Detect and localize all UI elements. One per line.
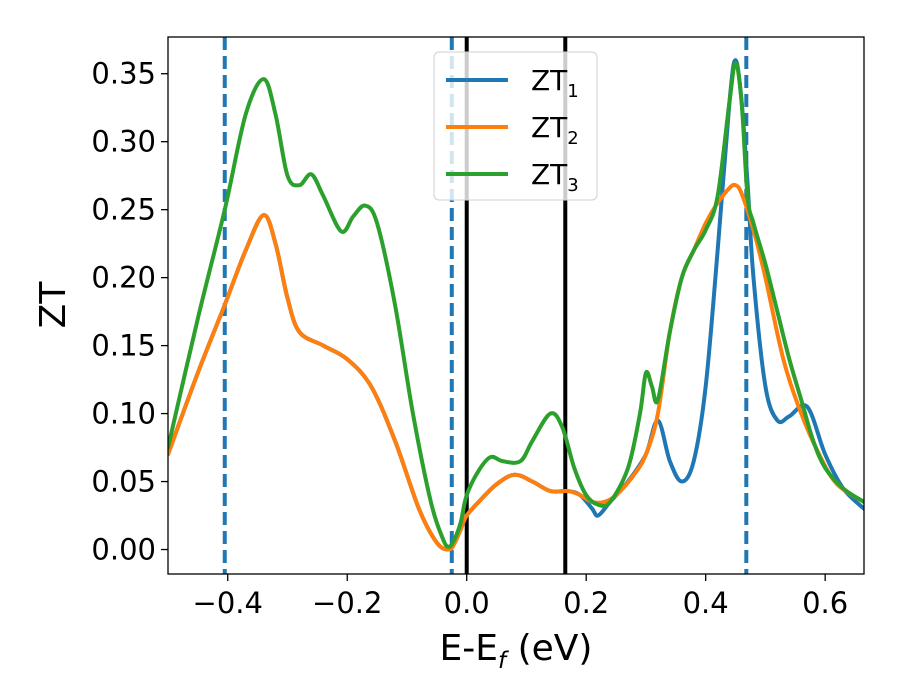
y-axis-ticks: 0.00 0.05 0.10 0.15 0.20 0.25 0.30 0.35 <box>91 57 168 567</box>
x-tick-label: −0.2 <box>312 586 382 620</box>
x-tick-label: 0.4 <box>683 586 729 620</box>
x-tick-label: −0.4 <box>193 586 263 620</box>
x-axis-label-subscript: f <box>498 648 509 674</box>
y-tick-label: 0.35 <box>91 57 156 91</box>
x-tick-label: 0.2 <box>563 586 609 620</box>
y-tick-label: 0.05 <box>91 465 156 499</box>
x-axis-ticks: −0.4 −0.2 0.0 0.2 0.4 0.6 <box>193 574 848 620</box>
plot-frame <box>167 36 865 575</box>
y-axis-label: ZT <box>33 281 74 329</box>
legend-box <box>433 51 598 201</box>
y-tick-label: 0.25 <box>91 193 156 227</box>
y-tick-label: 0.15 <box>91 329 156 363</box>
y-tick-label: 0.20 <box>91 261 156 295</box>
y-tick-label: 0.30 <box>91 125 156 159</box>
x-tick-label: 0.0 <box>444 586 490 620</box>
legend-label-zt1: ZT1 <box>531 64 579 102</box>
legend-label-zt3: ZT3 <box>531 158 579 196</box>
x-tick-label: 0.6 <box>802 586 848 620</box>
x-axis-label: E-Ef (eV) <box>440 628 593 674</box>
series-lines <box>168 58 864 552</box>
y-tick-label: 0.00 <box>91 533 156 567</box>
series-line-zt3 <box>168 60 864 549</box>
y-tick-label: 0.10 <box>91 397 156 431</box>
series-line-zt2 <box>168 182 864 552</box>
legend: ZT1 ZT2 ZT3 <box>433 51 598 201</box>
legend-label-zt2: ZT2 <box>531 111 579 149</box>
